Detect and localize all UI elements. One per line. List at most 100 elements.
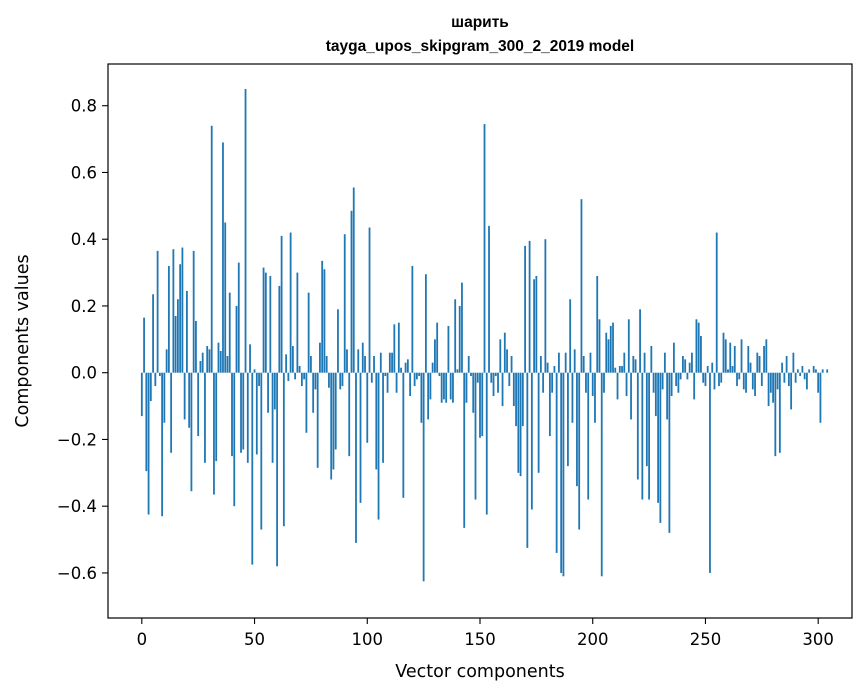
bar <box>307 292 310 373</box>
bar <box>745 372 747 393</box>
bar <box>445 372 448 403</box>
bar <box>427 372 430 420</box>
bar <box>348 372 351 457</box>
bar <box>706 366 709 373</box>
bar <box>677 372 680 393</box>
bar <box>686 372 689 380</box>
bar <box>251 372 254 565</box>
bar <box>695 319 698 373</box>
bar <box>564 352 567 373</box>
bar <box>544 239 547 373</box>
bar <box>551 372 554 393</box>
bar <box>454 299 457 373</box>
bar <box>255 372 258 455</box>
bar <box>163 372 166 423</box>
bar <box>224 222 227 373</box>
bar <box>210 125 213 373</box>
bar <box>796 369 799 373</box>
bar <box>413 372 416 387</box>
bar <box>366 372 369 443</box>
bar <box>161 372 164 517</box>
bar <box>395 372 398 393</box>
bar <box>652 372 655 393</box>
bar <box>709 372 711 573</box>
bar <box>675 372 678 387</box>
bar <box>718 372 720 387</box>
bar <box>298 366 301 373</box>
bar <box>291 346 294 373</box>
bar <box>582 356 585 373</box>
bar <box>204 372 206 463</box>
bar <box>219 351 222 373</box>
bar <box>165 349 168 373</box>
bar-series <box>140 89 829 582</box>
bar <box>373 356 375 373</box>
bar <box>578 372 581 530</box>
bar <box>411 265 414 373</box>
bar <box>181 247 184 373</box>
bar <box>343 234 346 373</box>
bar <box>143 317 145 373</box>
bar <box>819 372 822 423</box>
bar <box>300 372 303 387</box>
bar <box>517 372 520 473</box>
bar <box>767 372 770 407</box>
y-axis-ticks: −0.6 −0.4 −0.2 0.0 0.2 0.4 0.6 0.8 <box>57 97 108 583</box>
bar <box>621 366 623 373</box>
bar <box>156 250 159 373</box>
bar <box>339 372 342 390</box>
bar <box>368 227 371 373</box>
bar <box>253 369 256 373</box>
bar <box>249 344 251 373</box>
bar <box>158 372 161 377</box>
bar <box>533 279 536 373</box>
bar <box>785 356 788 373</box>
bar <box>397 322 400 373</box>
bar <box>787 372 790 387</box>
bar <box>149 372 152 402</box>
bar <box>736 372 738 387</box>
y-tick-label: −0.2 <box>57 430 97 449</box>
bar <box>377 372 380 520</box>
bar <box>614 367 617 373</box>
bar <box>176 299 179 373</box>
bar <box>625 372 628 397</box>
bar <box>616 372 619 400</box>
bar <box>781 362 784 373</box>
bar <box>276 372 278 567</box>
bar <box>179 264 182 373</box>
bar <box>571 372 574 423</box>
bar <box>515 372 517 427</box>
bar <box>548 372 551 437</box>
bar <box>174 315 177 373</box>
bar <box>305 372 308 433</box>
bar <box>172 249 175 373</box>
bar <box>282 372 285 527</box>
bar <box>691 352 693 373</box>
bar <box>422 372 425 582</box>
y-tick-label: 0.0 <box>71 364 97 383</box>
bar <box>589 352 592 373</box>
bar <box>240 372 242 453</box>
bar <box>242 372 245 450</box>
bar <box>661 372 664 390</box>
bar <box>546 362 549 373</box>
bar <box>188 372 191 428</box>
bar <box>598 319 601 373</box>
bar <box>483 124 486 373</box>
bar <box>429 372 432 400</box>
y-axis-label: Components values <box>13 254 33 427</box>
bar <box>147 372 150 515</box>
bar <box>585 372 587 393</box>
y-tick-label: 0.4 <box>71 230 97 249</box>
bar <box>801 366 804 373</box>
bar <box>456 369 459 373</box>
bar <box>774 372 777 457</box>
bar <box>790 372 793 410</box>
bar <box>763 346 765 373</box>
bar <box>749 362 752 373</box>
bar <box>287 372 290 382</box>
bar <box>747 346 750 373</box>
bar <box>485 372 488 515</box>
bar <box>226 356 229 373</box>
